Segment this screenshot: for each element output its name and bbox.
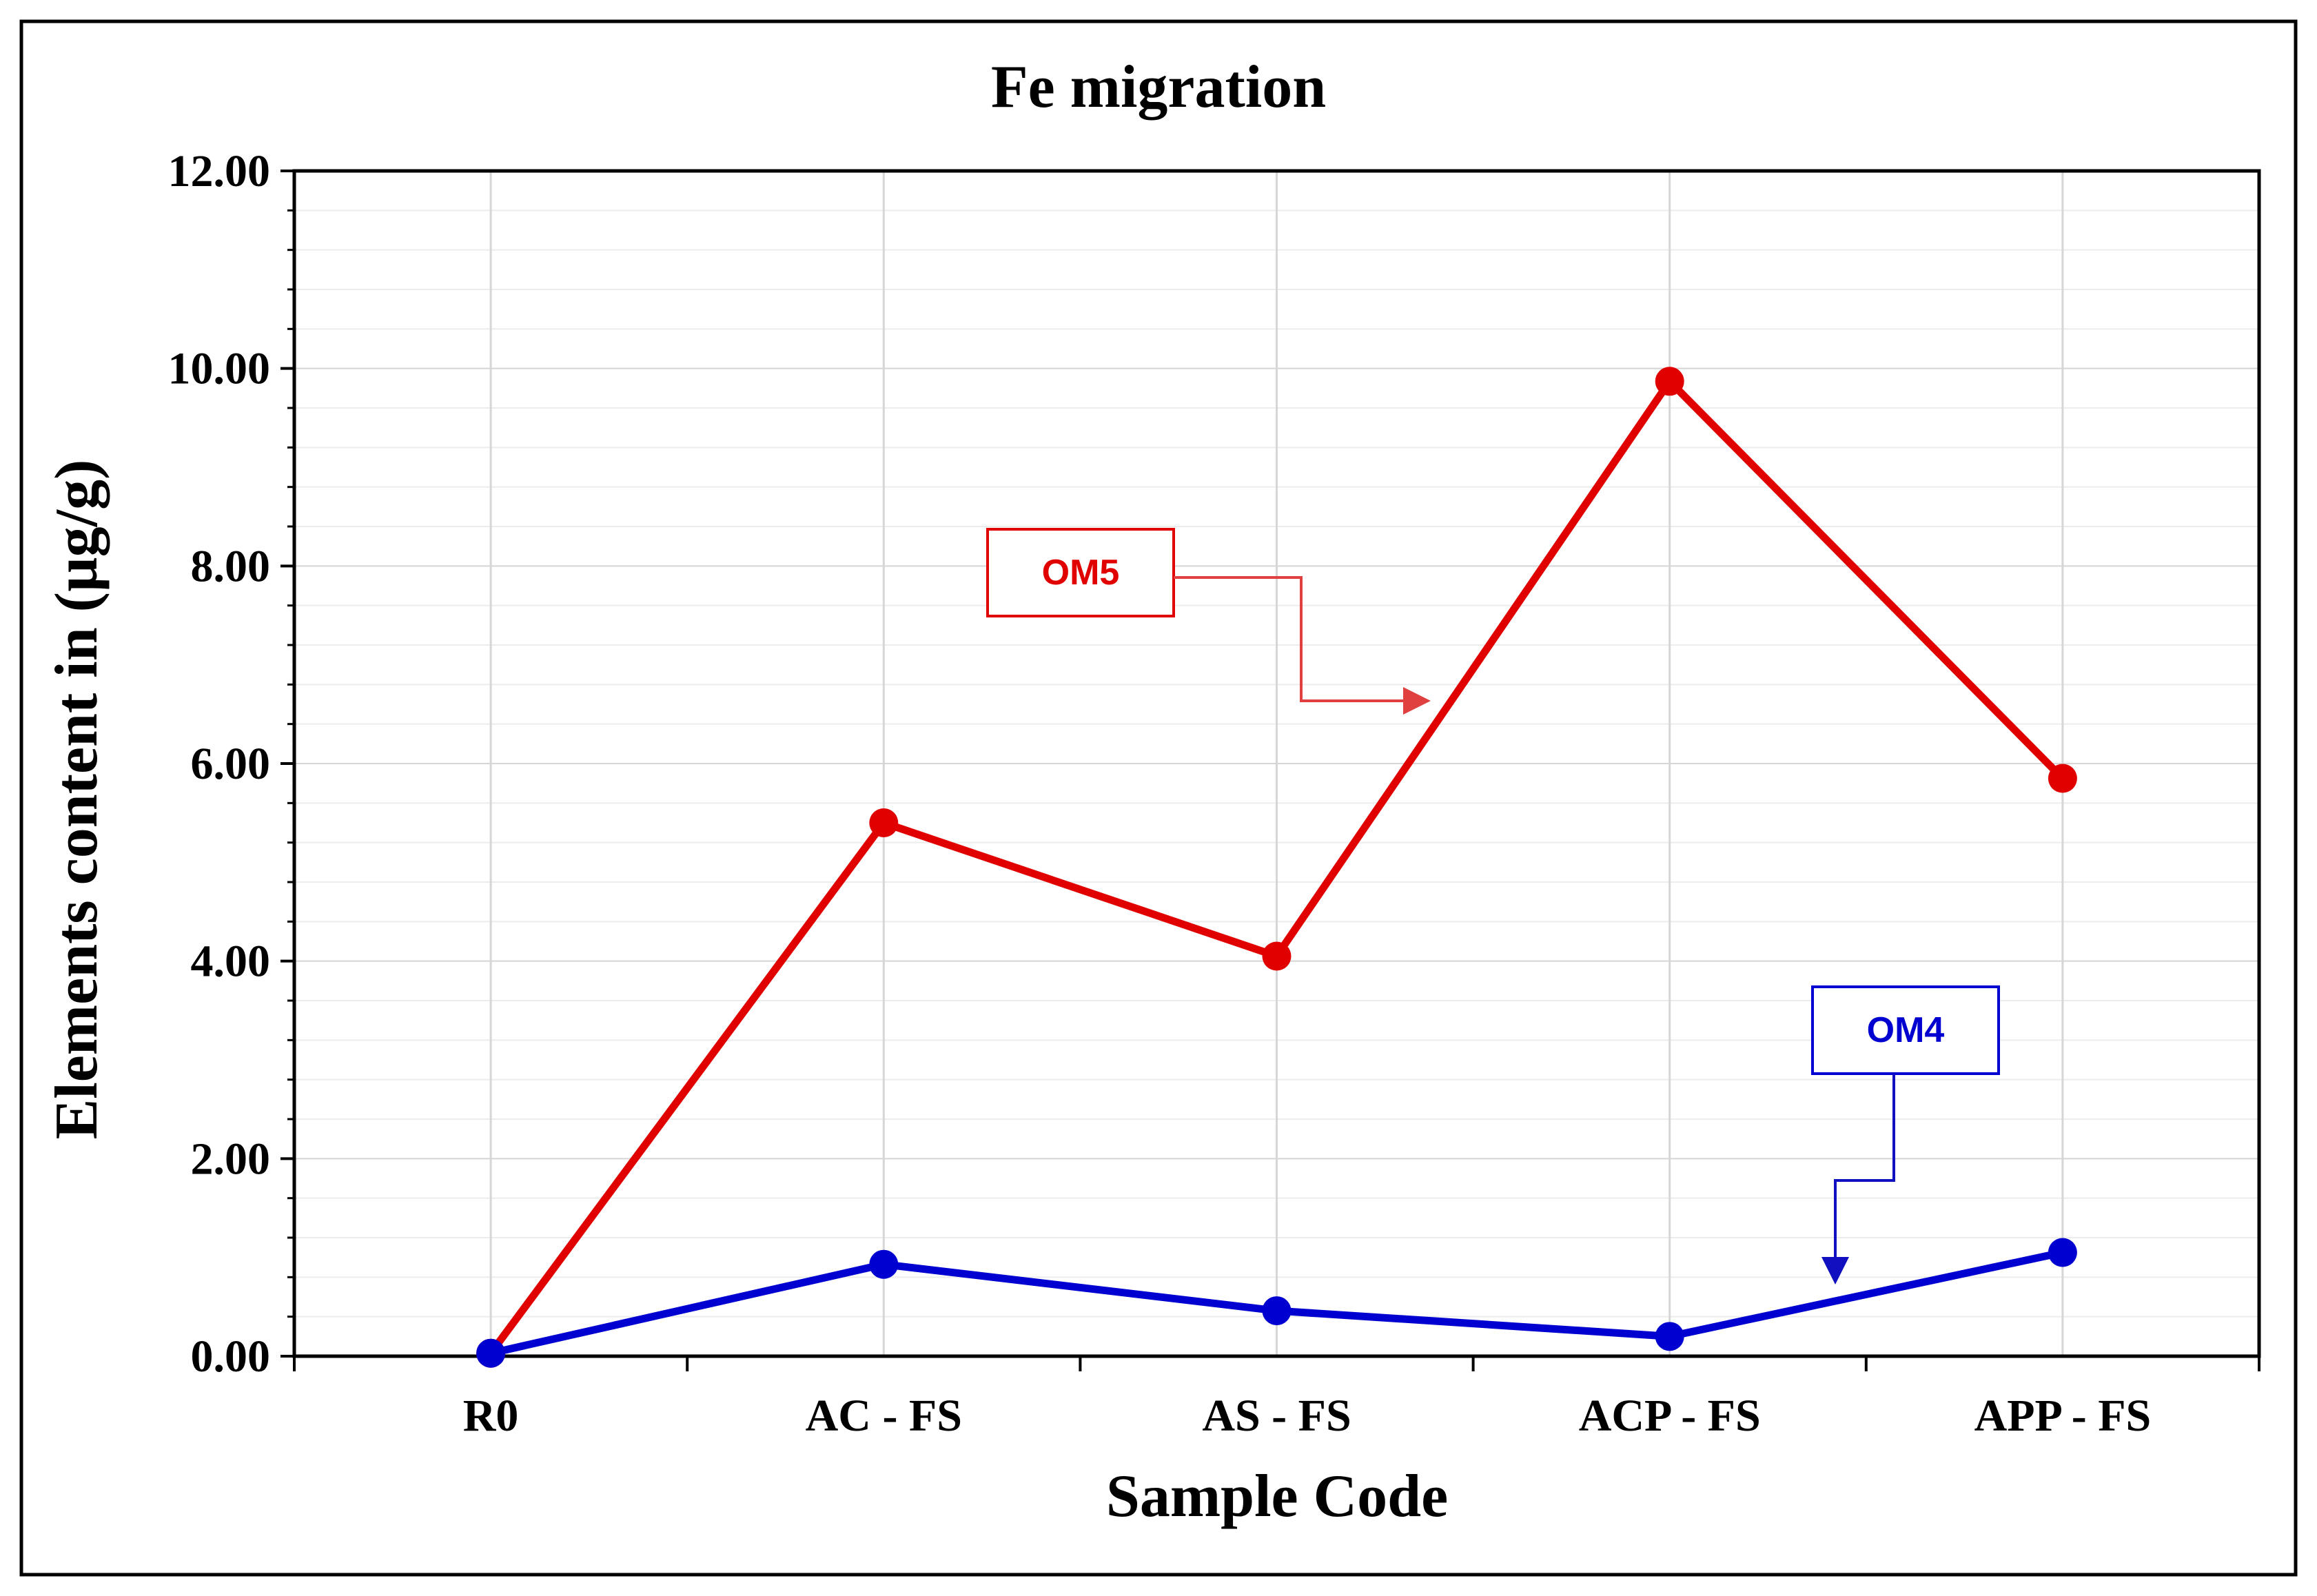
callout-om5-arrow bbox=[1174, 576, 1431, 715]
y-tick-label: 8.00 bbox=[191, 541, 271, 591]
data-point-om5 bbox=[2048, 764, 2077, 793]
data-point-om5 bbox=[1262, 941, 1292, 971]
y-tick-label: 2.00 bbox=[191, 1134, 271, 1184]
ticks: 0.00 2.00 4.00 6.00 8.00 10.00 12.00 R0 AC - FS A… bbox=[168, 146, 2260, 1441]
x-tick-label: AS - FS bbox=[1202, 1391, 1351, 1441]
x-tick-label: APP - FS bbox=[1974, 1391, 2152, 1441]
callout-om5: OM5 bbox=[986, 528, 1431, 715]
callout-om5-label: OM5 bbox=[1042, 553, 1120, 593]
x-tick-label: ACP - FS bbox=[1579, 1391, 1761, 1441]
data-point-om5 bbox=[869, 808, 899, 837]
callout-om4-label: OM4 bbox=[1867, 1010, 1945, 1050]
grid bbox=[294, 170, 2259, 1356]
data-point-om4 bbox=[1655, 1322, 1684, 1351]
x-axis-title: Sample Code bbox=[1106, 1463, 1448, 1530]
y-tick-label: 6.00 bbox=[191, 739, 271, 789]
x-tick-label: R0 bbox=[463, 1391, 519, 1441]
y-tick-label: 12.00 bbox=[168, 146, 271, 196]
outer-frame bbox=[19, 19, 2298, 1577]
data-point-om5 bbox=[1655, 367, 1684, 396]
y-tick-label: 10.00 bbox=[168, 344, 271, 394]
y-axis-title: Elements content in (µg/g) bbox=[43, 460, 110, 1140]
y-tick-label: 4.00 bbox=[191, 937, 271, 987]
x-tick-label: AC - FS bbox=[806, 1391, 962, 1441]
data-point-om4 bbox=[476, 1338, 506, 1368]
callout-om5-box bbox=[986, 528, 1175, 617]
series bbox=[476, 367, 2077, 1368]
chart-title: Fe migration bbox=[991, 54, 1326, 121]
callout-om4: OM4 bbox=[1811, 985, 2000, 1285]
callout-om4-arrow bbox=[1821, 1074, 1895, 1285]
data-point-om4 bbox=[2048, 1238, 2077, 1267]
y-tick-label: 0.00 bbox=[191, 1331, 271, 1382]
data-point-om4 bbox=[1262, 1296, 1292, 1326]
callout-om4-box bbox=[1811, 985, 2000, 1075]
data-point-om4 bbox=[869, 1249, 899, 1279]
